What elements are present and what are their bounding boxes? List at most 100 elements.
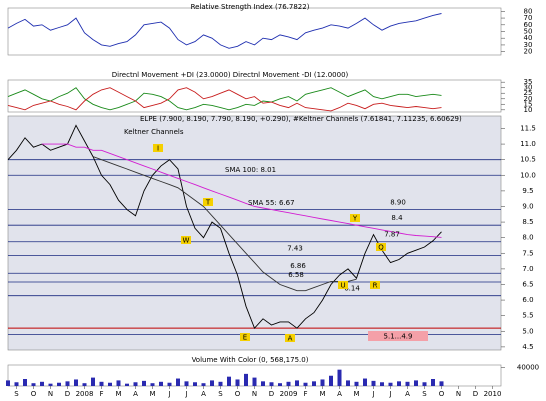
volume-bar — [14, 382, 19, 386]
volume-bar — [142, 380, 146, 386]
volume-bar — [286, 381, 291, 386]
marker: U — [340, 282, 345, 290]
volume-bar — [405, 381, 410, 386]
series-line — [7, 87, 442, 112]
volume-bar — [116, 380, 121, 386]
volume-bar — [235, 379, 240, 386]
series-line — [7, 124, 442, 330]
panel-title: Volume With Color (0, 568,175.0) — [192, 356, 309, 364]
volume-bar — [371, 380, 376, 386]
support-label-box — [368, 331, 428, 341]
marker: T — [205, 199, 211, 207]
y-tick-label: 30 — [524, 84, 533, 92]
x-tick-label: S — [14, 390, 19, 398]
marker-box — [370, 281, 380, 289]
marker-box — [376, 243, 386, 251]
volume-bar — [23, 379, 27, 386]
marker: A — [288, 335, 293, 343]
volume-bar — [133, 382, 138, 386]
level-label: 7.87 — [384, 231, 400, 239]
level-label: 6.58 — [288, 271, 304, 279]
y-tick-label: 10.0 — [520, 171, 536, 179]
volume-bar — [184, 381, 189, 386]
marker-box — [181, 236, 191, 244]
x-tick-label: S — [422, 390, 427, 398]
volume-bar — [269, 382, 274, 386]
volume-bar — [48, 383, 53, 386]
y-tick-label: 5.5 — [522, 312, 533, 320]
volume-bar — [218, 381, 223, 386]
x-tick-label: 2010 — [484, 390, 502, 398]
annotation: SMA 55: 6.67 — [248, 199, 295, 207]
volume-bar — [150, 383, 155, 386]
volume-bar — [278, 383, 282, 386]
level-label: 7.43 — [287, 244, 303, 252]
x-tick-label: M — [353, 390, 359, 398]
x-tick-label: J — [167, 390, 170, 398]
panel — [7, 115, 502, 351]
y-tick-label: 25 — [524, 89, 533, 97]
volume-bar — [346, 380, 350, 386]
x-tick-label: F — [99, 390, 103, 398]
x-tick-label: A — [133, 390, 138, 398]
x-tick-label: M — [115, 390, 121, 398]
y-tick-label: 9.5 — [522, 187, 533, 195]
y-tick-label: 20 — [524, 48, 533, 56]
x-tick-label: A — [405, 390, 410, 398]
y-tick-label: 6.5 — [522, 280, 533, 288]
volume-bar — [439, 381, 444, 386]
y-tick-label: 60 — [524, 21, 533, 29]
volume-bar — [414, 380, 418, 386]
volume-bar — [193, 382, 197, 386]
marker: E — [243, 334, 247, 342]
y-tick-label: 15 — [524, 100, 533, 108]
marker-box — [240, 333, 250, 341]
volume-bar — [40, 381, 44, 386]
series-line — [7, 13, 442, 49]
panel-title: ELPE (7.900, 8.190, 7.790, 8.190, +0.290… — [140, 115, 462, 123]
x-tick-label: A — [337, 390, 342, 398]
x-tick-label: N — [48, 390, 53, 398]
panel-title: Relative Strength Index (76.7822) — [191, 3, 310, 11]
panel — [7, 7, 502, 56]
marker-box — [153, 144, 163, 152]
x-tick-label: M — [319, 390, 325, 398]
volume-bar — [57, 382, 61, 386]
volume-bar — [252, 377, 257, 386]
x-tick-label: J — [388, 390, 391, 398]
volume-bar — [176, 378, 180, 386]
volume-bar — [244, 373, 248, 386]
y-tick-label: 80 — [524, 7, 533, 15]
y-tick-label: 20 — [524, 95, 533, 103]
x-tick-label: D — [65, 390, 70, 398]
panel-title: Directnl Movement +DI (23.0000) Directnl… — [112, 71, 349, 79]
x-tick-label: D — [473, 390, 478, 398]
volume-bar — [227, 376, 231, 386]
marker-box — [203, 198, 213, 206]
volume-bar — [74, 379, 78, 386]
y-tick-label: 7.5 — [522, 249, 533, 257]
y-tick-label: 50 — [524, 28, 533, 36]
volume-bar — [65, 381, 70, 386]
volume-bar — [320, 379, 325, 386]
x-tick-label: S — [218, 390, 223, 398]
volume-bar — [125, 383, 129, 386]
y-tick-label: 11.0 — [520, 140, 536, 148]
series-line — [7, 87, 442, 111]
volume-bar — [422, 382, 427, 386]
volume-bar — [159, 381, 163, 386]
volume-bar — [261, 381, 265, 386]
marker-box — [350, 214, 360, 222]
volume-bar — [210, 380, 214, 386]
y-tick-label: 30 — [524, 41, 533, 49]
y-tick-label: 40000 — [517, 363, 539, 371]
y-tick-label: 70 — [524, 14, 533, 22]
volume-bar — [363, 378, 367, 386]
volume-bar — [431, 379, 435, 386]
marker: I — [157, 145, 159, 153]
volume-bar — [312, 381, 316, 386]
marker: Y — [352, 215, 358, 223]
x-tick-label: N — [456, 390, 461, 398]
annotation: SMA 100: 8.01 — [225, 166, 276, 174]
